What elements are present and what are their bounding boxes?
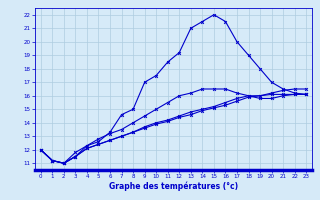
X-axis label: Graphe des températures (°c): Graphe des températures (°c) xyxy=(109,182,238,191)
